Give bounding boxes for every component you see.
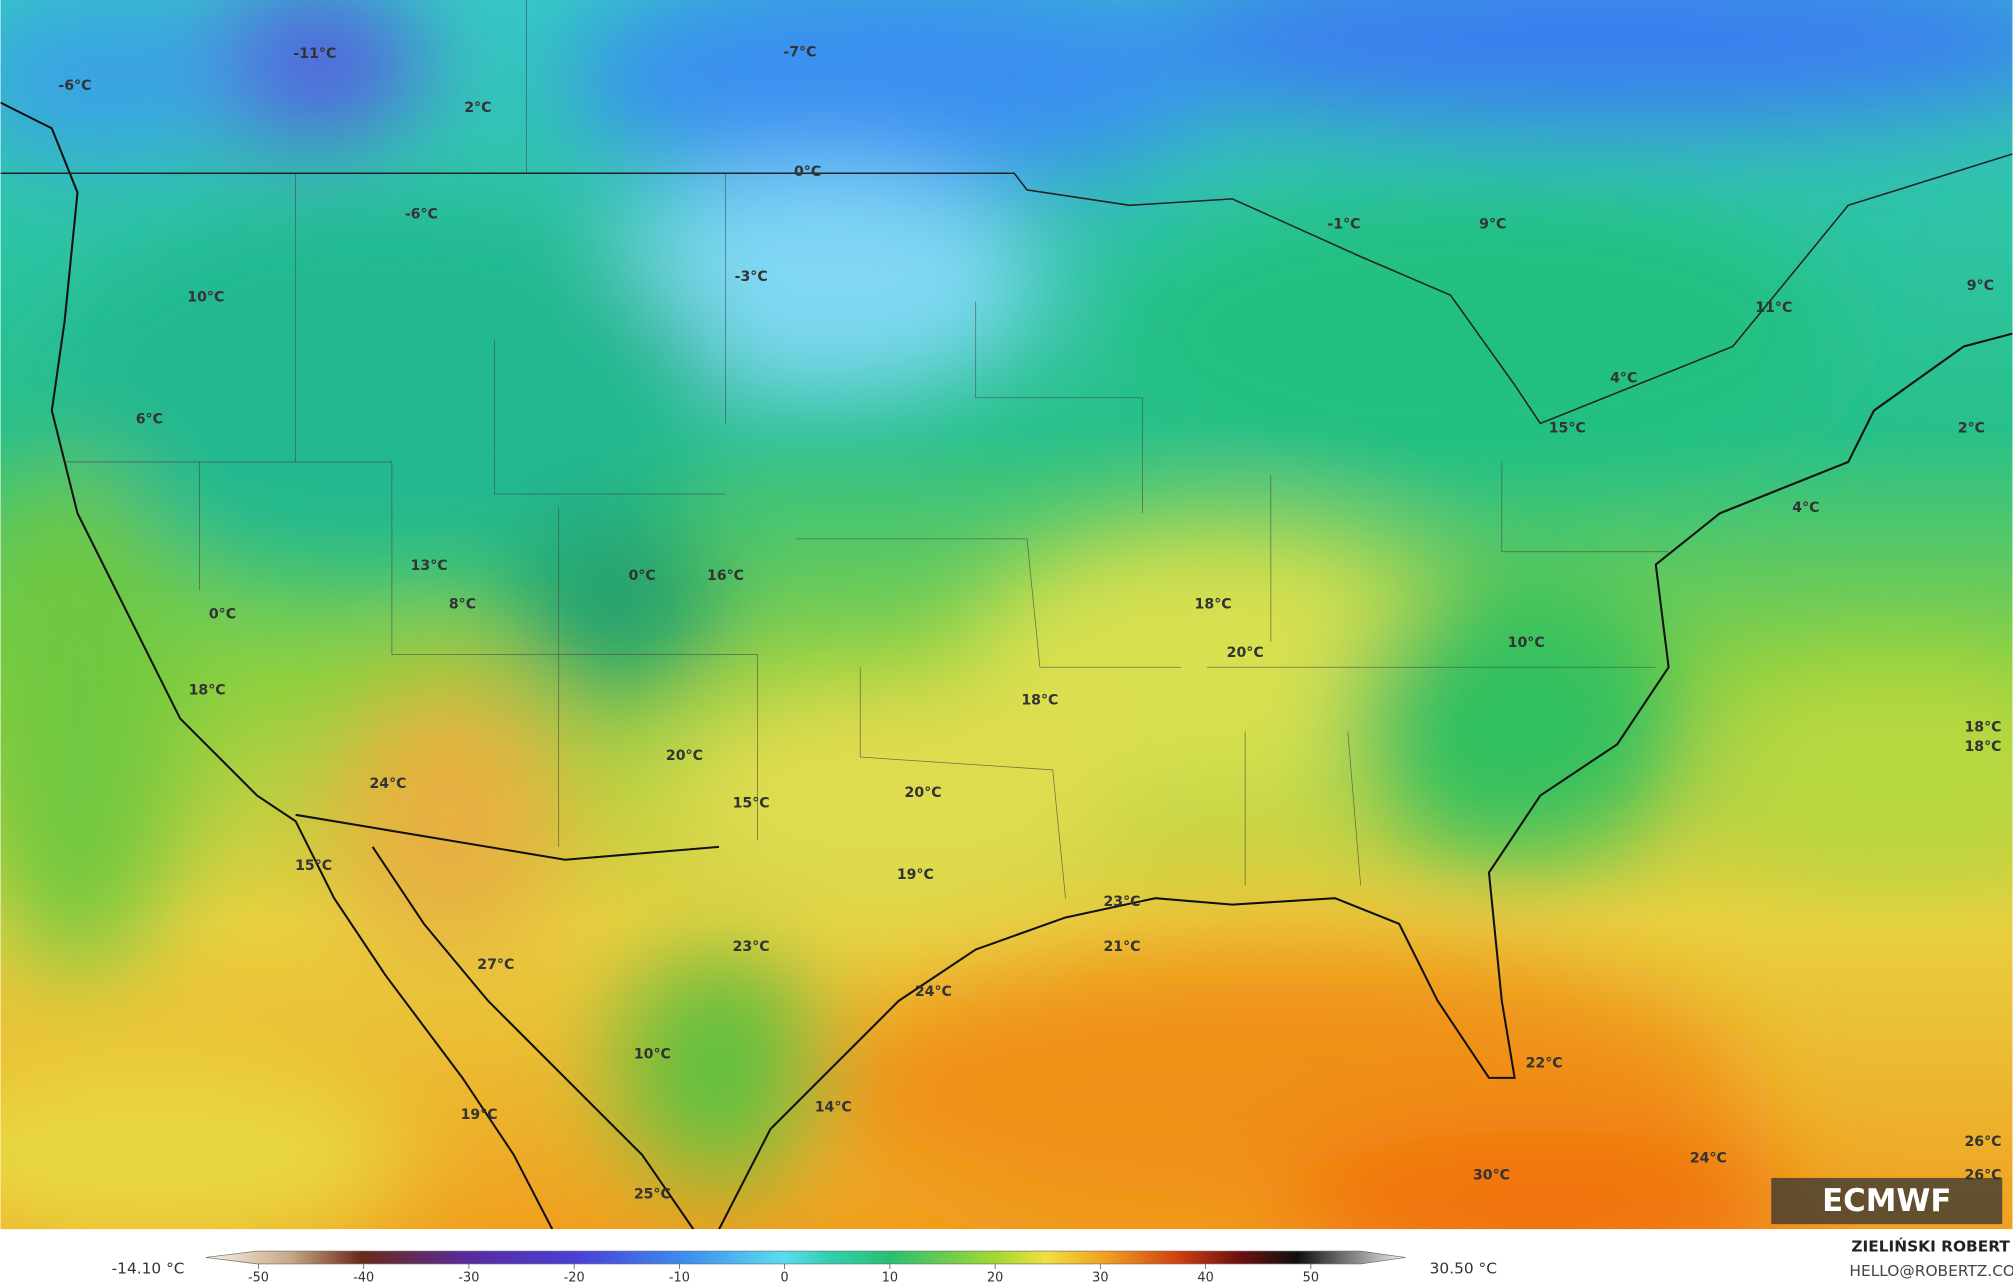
temperature-label: 9°C: [1479, 217, 1506, 233]
min-label: -14.10 °C: [112, 1260, 185, 1278]
temperature-label: 10°C: [1508, 635, 1545, 651]
temperature-label: -11°C: [293, 46, 336, 62]
temperature-label: 30°C: [1473, 1167, 1510, 1183]
temperature-label: 27°C: [477, 957, 514, 973]
colorbar: -50 -40 -30 -20 -10 0 10 20 30 40 50: [205, 1250, 1406, 1286]
temperature-label: -6°C: [58, 78, 91, 94]
temperature-label: 21°C: [1103, 939, 1140, 955]
logo-box: ECMWF: [1771, 1177, 2003, 1225]
colorbar-bar: [205, 1250, 1406, 1265]
temperature-label: 11°C: [1755, 300, 1792, 316]
temperature-label: 24°C: [915, 984, 952, 1000]
temperature-label: 0°C: [628, 568, 655, 584]
temperature-label: 23°C: [1103, 894, 1140, 910]
temperature-label: -6°C: [405, 206, 438, 222]
coastlines: [0, 101, 2013, 1230]
temperature-label: 10°C: [187, 290, 224, 306]
email: HELLO@ROBERTZ.CO: [1849, 1262, 2013, 1280]
temperature-label: 13°C: [411, 558, 448, 574]
temperature-label: 22°C: [1526, 1056, 1563, 1072]
temperature-label: 10°C: [634, 1047, 671, 1063]
temperature-label: 2°C: [1958, 421, 1985, 437]
logo-text: ECMWF: [1822, 1183, 1951, 1219]
temperature-label: 8°C: [449, 596, 476, 612]
author: ZIELIŃSKI ROBERT: [1851, 1237, 2010, 1256]
temperature-label: 20°C: [1227, 645, 1264, 661]
temperature-label: 26°C: [1964, 1134, 2001, 1150]
temperature-label: 0°C: [794, 164, 821, 180]
temperature-label: 18°C: [1021, 693, 1058, 709]
temperature-label: 23°C: [733, 939, 770, 955]
temperature-label: 25°C: [634, 1187, 671, 1203]
temperature-label: 14°C: [815, 1099, 852, 1115]
temperature-label: 4°C: [1610, 371, 1637, 387]
tick-label: 40: [1197, 1271, 1213, 1286]
temperature-label: 4°C: [1792, 500, 1819, 516]
tick-label: 50: [1303, 1271, 1319, 1286]
tick-label: 10: [882, 1271, 898, 1286]
tick-label: 20: [987, 1271, 1003, 1286]
tick-label: 0: [781, 1271, 789, 1286]
temperature-label: -3°C: [735, 269, 768, 285]
temperature-label: 18°C: [1195, 596, 1232, 612]
temperature-label: 9°C: [1967, 278, 1994, 294]
temperature-label: 24°C: [369, 776, 406, 792]
temperature-label: 15°C: [295, 858, 332, 874]
temperature-label: 2°C: [464, 100, 491, 116]
tick-label: 30: [1092, 1271, 1108, 1286]
temperature-label: 20°C: [666, 748, 703, 764]
temperature-label: 18°C: [189, 682, 226, 698]
temperature-label: 18°C: [1964, 720, 2001, 736]
tick-label: -50: [248, 1271, 269, 1286]
temperature-label: 24°C: [1690, 1151, 1727, 1167]
temperature-label: 16°C: [707, 568, 744, 584]
tick-label: -30: [458, 1271, 479, 1286]
temperature-label: 6°C: [136, 412, 163, 428]
temperature-label: 20°C: [905, 785, 942, 801]
max-label: 30.50 °C: [1430, 1260, 1497, 1278]
tick-label: -10: [669, 1271, 690, 1286]
temperature-label: 19°C: [897, 867, 934, 883]
tick-label: -40: [353, 1271, 374, 1286]
temperature-label: 18°C: [1964, 739, 2001, 755]
temperature-label: 19°C: [461, 1107, 498, 1123]
borders: [0, 153, 2013, 425]
temperature-label: 15°C: [733, 795, 770, 811]
state-lines: [64, 0, 1669, 899]
temperature-label: -1°C: [1327, 217, 1360, 233]
temperature-label: -7°C: [783, 45, 816, 61]
temperature-label: 15°C: [1549, 421, 1586, 437]
tick-label: -20: [564, 1271, 585, 1286]
temperature-label: 0°C: [209, 607, 236, 623]
